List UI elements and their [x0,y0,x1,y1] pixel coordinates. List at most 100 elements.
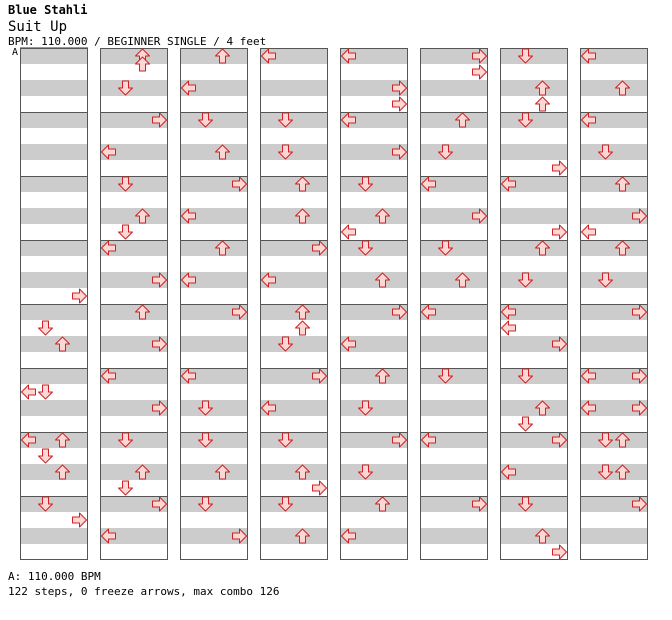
arrow-right-icon [552,224,567,240]
beat-band [420,80,488,96]
arrow-up-icon [215,144,230,160]
arrow-down-icon [38,448,53,464]
arrow-right-icon [152,272,167,288]
beat-band [20,336,88,352]
arrow-right-icon [472,208,487,224]
beat-band [260,112,328,128]
beat-band [20,464,88,480]
beat-band [500,176,568,192]
arrow-down-icon [118,80,133,96]
beat-band [180,304,248,320]
beat-band [100,80,168,96]
chart-column-border [180,48,248,560]
beat-band [260,272,328,288]
beat-band [340,176,408,192]
beat-band [100,208,168,224]
beat-band [100,368,168,384]
arrow-down-icon [598,144,613,160]
beat-band [100,144,168,160]
beat-band [500,432,568,448]
arrow-left-icon [341,112,356,128]
beat-band [420,240,488,256]
beat-band [260,304,328,320]
beat-band [340,144,408,160]
arrow-down-icon [118,224,133,240]
beat-band [420,432,488,448]
arrow-left-icon [581,368,596,384]
beat-band [340,368,408,384]
beat-band [500,112,568,128]
beat-band [260,368,328,384]
arrow-right-icon [472,48,487,64]
arrow-left-icon [421,432,436,448]
beat-band [260,48,328,64]
beat-band [500,496,568,512]
beat-band [180,112,248,128]
arrow-left-icon [261,400,276,416]
arrow-up-icon [535,400,550,416]
arrow-down-icon [118,176,133,192]
footer-stats: 122 steps, 0 freeze arrows, max combo 12… [8,585,280,598]
beat-band [340,272,408,288]
arrow-right-icon [552,336,567,352]
arrow-right-icon [72,288,87,304]
chart-column-border [100,48,168,560]
arrow-down-icon [438,240,453,256]
beat-band [420,304,488,320]
arrow-left-icon [261,48,276,64]
beat-band [580,528,648,544]
beat-band [100,432,168,448]
beat-band [420,368,488,384]
arrow-down-icon [278,496,293,512]
beat-band [20,112,88,128]
arrow-left-icon [421,304,436,320]
beat-band [260,176,328,192]
arrow-right-icon [152,336,167,352]
arrow-left-icon [501,304,516,320]
beat-band [100,272,168,288]
beat-band [20,48,88,64]
arrow-up-icon [135,464,150,480]
arrow-left-icon [501,320,516,336]
arrow-down-icon [278,432,293,448]
arrow-up-icon [615,432,630,448]
arrow-down-icon [358,240,373,256]
arrow-left-icon [421,176,436,192]
arrow-right-icon [632,368,647,384]
arrow-up-icon [295,176,310,192]
arrow-down-icon [518,272,533,288]
beat-band [580,272,648,288]
arrow-up-icon [375,272,390,288]
arrow-left-icon [101,368,116,384]
arrow-left-icon [581,48,596,64]
beat-band [420,144,488,160]
arrow-left-icon [581,112,596,128]
arrow-down-icon [438,368,453,384]
arrow-right-icon [152,112,167,128]
arrow-left-icon [101,528,116,544]
arrow-down-icon [278,112,293,128]
beat-band [580,144,648,160]
beat-band [340,112,408,128]
beat-band [340,400,408,416]
beat-band [580,176,648,192]
beat-band [580,48,648,64]
beat-band [580,304,648,320]
beat-band [580,496,648,512]
beat-band [580,464,648,480]
beat-band [100,400,168,416]
beat-band [260,432,328,448]
beat-band [500,144,568,160]
beat-band [500,464,568,480]
beat-band [100,240,168,256]
beat-band [500,368,568,384]
arrow-left-icon [501,176,516,192]
arrow-left-icon [341,224,356,240]
arrow-left-icon [581,224,596,240]
arrow-right-icon [472,496,487,512]
beat-band [580,240,648,256]
beat-band [340,528,408,544]
arrow-left-icon [341,528,356,544]
beat-band [260,496,328,512]
arrow-up-icon [375,208,390,224]
